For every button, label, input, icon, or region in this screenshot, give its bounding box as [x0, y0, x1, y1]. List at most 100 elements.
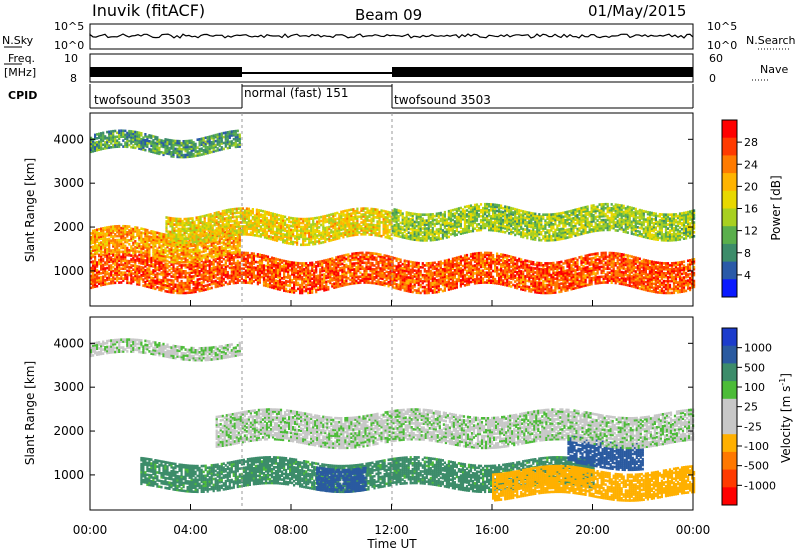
- power-cell: [498, 278, 501, 282]
- power-cell: [204, 274, 207, 278]
- power-cell: [183, 237, 186, 241]
- power-cell: [276, 281, 280, 285]
- power-cell: [632, 269, 635, 273]
- power-cell: [319, 280, 322, 283]
- power-cell: [198, 259, 201, 262]
- power-cell: [172, 250, 175, 254]
- power-cell: [660, 271, 663, 275]
- power-cell: [664, 283, 668, 287]
- power-cell: [118, 267, 121, 270]
- power-cell: [548, 273, 551, 277]
- power-cell: [181, 229, 184, 233]
- power-cell: [689, 286, 692, 290]
- power-cell: [584, 280, 587, 283]
- power-cell: [329, 271, 332, 275]
- power-cell: [477, 273, 481, 277]
- power-cell: [154, 231, 157, 234]
- power-cell: [216, 254, 219, 257]
- power-cell: [162, 279, 165, 283]
- power-cell: [140, 235, 143, 238]
- power-cell: [315, 274, 318, 278]
- power-cell: [534, 279, 537, 282]
- power-cell: [610, 263, 613, 267]
- power-cell: [411, 265, 414, 268]
- power-cell: [652, 270, 655, 274]
- power-cell: [252, 272, 255, 275]
- power-cell: [198, 283, 201, 287]
- power-cell: [335, 281, 338, 285]
- power-cell: [407, 280, 410, 283]
- power-cell: [246, 281, 249, 284]
- power-cell: [542, 268, 545, 271]
- power-cell: [191, 223, 194, 226]
- power-cell: [270, 260, 274, 264]
- power-cell: [272, 278, 276, 282]
- power-cell: [108, 227, 111, 231]
- power-cell: [112, 251, 115, 254]
- power-cell: [198, 264, 201, 267]
- power-cell: [682, 264, 686, 267]
- power-cell: [92, 272, 95, 275]
- power-cell: [610, 255, 613, 259]
- power-cell: [299, 262, 302, 265]
- power-cell: [315, 282, 318, 286]
- power-cell: [383, 260, 386, 263]
- power-cell: [238, 253, 241, 257]
- power-cell: [636, 260, 639, 264]
- power-cell: [90, 236, 93, 239]
- power-cell: [305, 283, 308, 287]
- power-cell: [568, 266, 571, 270]
- power-cell: [100, 276, 103, 279]
- power-cell: [180, 281, 183, 285]
- power-cell: [463, 278, 467, 281]
- power-cell: [606, 273, 609, 276]
- power-cell: [479, 265, 483, 269]
- power-cell: [562, 266, 565, 269]
- power-cell: [506, 264, 509, 267]
- power-cell: [494, 258, 497, 261]
- power-cell: [270, 286, 274, 289]
- power-cell: [138, 234, 141, 238]
- power-cell: [630, 267, 633, 270]
- power-cell: [574, 277, 577, 280]
- power-cell: [359, 259, 362, 263]
- power-cell: [188, 256, 191, 260]
- power-cell: [672, 291, 676, 295]
- power-cell: [234, 248, 237, 252]
- power-cell: [648, 267, 651, 271]
- power-cell: [465, 273, 469, 277]
- power-cell: [471, 254, 475, 258]
- power-cell: [618, 264, 621, 268]
- power-cell: [347, 253, 350, 256]
- power-cell: [490, 257, 493, 261]
- power-cell: [144, 238, 147, 241]
- power-cell: [112, 254, 115, 257]
- power-cell: [230, 272, 233, 275]
- power-cell: [210, 252, 213, 255]
- power-cell: [152, 240, 155, 243]
- power-cell: [295, 283, 298, 287]
- power-cell: [206, 275, 209, 279]
- power-cell: [510, 271, 513, 274]
- power-cell: [498, 258, 501, 262]
- power-cell: [492, 275, 495, 279]
- power-cell: [638, 275, 641, 278]
- power-cell: [185, 243, 188, 246]
- power-cell: [473, 272, 477, 275]
- power-cell: [162, 271, 165, 275]
- power-cell: [214, 283, 217, 287]
- power-cell: [676, 287, 680, 290]
- power-cell: [190, 265, 193, 269]
- power-cell: [588, 277, 591, 280]
- power-cell: [568, 282, 571, 286]
- power-cell: [329, 257, 332, 261]
- power-cell: [574, 275, 577, 278]
- power-cell: [150, 260, 153, 264]
- power-cell: [564, 275, 567, 279]
- power-cell: [451, 261, 454, 265]
- power-cell: [582, 278, 585, 282]
- power-cell: [361, 273, 364, 276]
- power-cell: [331, 285, 334, 288]
- power-cell: [492, 254, 495, 257]
- power-cell: [608, 253, 611, 257]
